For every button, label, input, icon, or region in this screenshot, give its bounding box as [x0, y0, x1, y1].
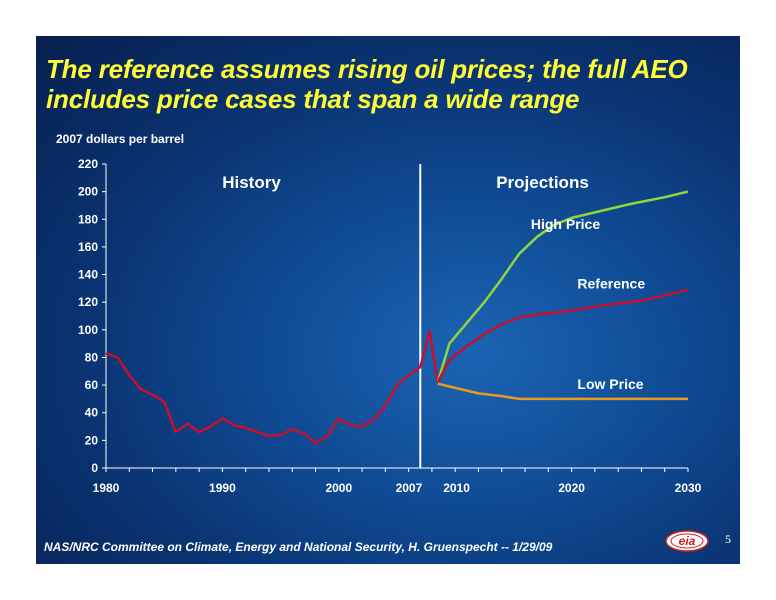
series-label: Reference: [577, 275, 645, 291]
axes: 0 20 40 60 80 100 120 140 160 180 200 220 1980 1990 20…: [78, 157, 702, 495]
eia-logo-icon: eia: [665, 530, 709, 552]
x-tick-label: 2030: [675, 481, 702, 495]
y-tick-label: 120: [78, 295, 98, 309]
x-tick-label: 2000: [325, 481, 352, 495]
y-tick-label: 40: [85, 406, 99, 420]
region-label: History: [222, 173, 281, 192]
x-tick-label: 2020: [558, 481, 585, 495]
y-tick-label: 100: [78, 323, 98, 337]
eia-logo-text: eia: [679, 534, 696, 548]
series-line-low-price: [437, 382, 688, 401]
y-tick-label: 200: [78, 185, 98, 199]
series-label: Low Price: [577, 376, 643, 392]
chart-labels: History Projections High Price Reference Low…: [222, 173, 645, 392]
series-line-history: [105, 329, 439, 445]
slide: The reference assumes rising oil prices;…: [36, 36, 740, 564]
series-lines: [105, 190, 689, 445]
oil-price-chart: 2007 dollars per barrel 0 20 40 60 80 100 120 1…: [56, 132, 702, 495]
y-tick-label: 80: [85, 350, 99, 364]
x-tick-label: 1990: [209, 481, 236, 495]
series-line-reference: [436, 288, 689, 383]
y-tick-label: 60: [85, 378, 99, 392]
region-label: Projections: [496, 173, 589, 192]
y-tick-label: 180: [78, 212, 98, 226]
x-tick-label: 2010: [443, 481, 470, 495]
page-number: 5: [725, 532, 731, 546]
y-tick-label: 0: [91, 461, 98, 475]
y-tick-label: 20: [85, 433, 99, 447]
slide-title: The reference assumes rising oil prices;…: [46, 54, 688, 114]
y-axis-label: 2007 dollars per barrel: [56, 132, 184, 146]
y-tick-label: 140: [78, 268, 98, 282]
series-label: High Price: [531, 216, 600, 232]
series-line-high-price: [436, 190, 689, 383]
y-tick-label: 160: [78, 240, 98, 254]
x-tick-label: 1980: [93, 481, 120, 495]
footer-citation: NAS/NRC Committee on Climate, Energy and…: [44, 540, 553, 554]
x-tick-label: 2007: [396, 481, 423, 495]
y-tick-label: 220: [78, 157, 98, 171]
